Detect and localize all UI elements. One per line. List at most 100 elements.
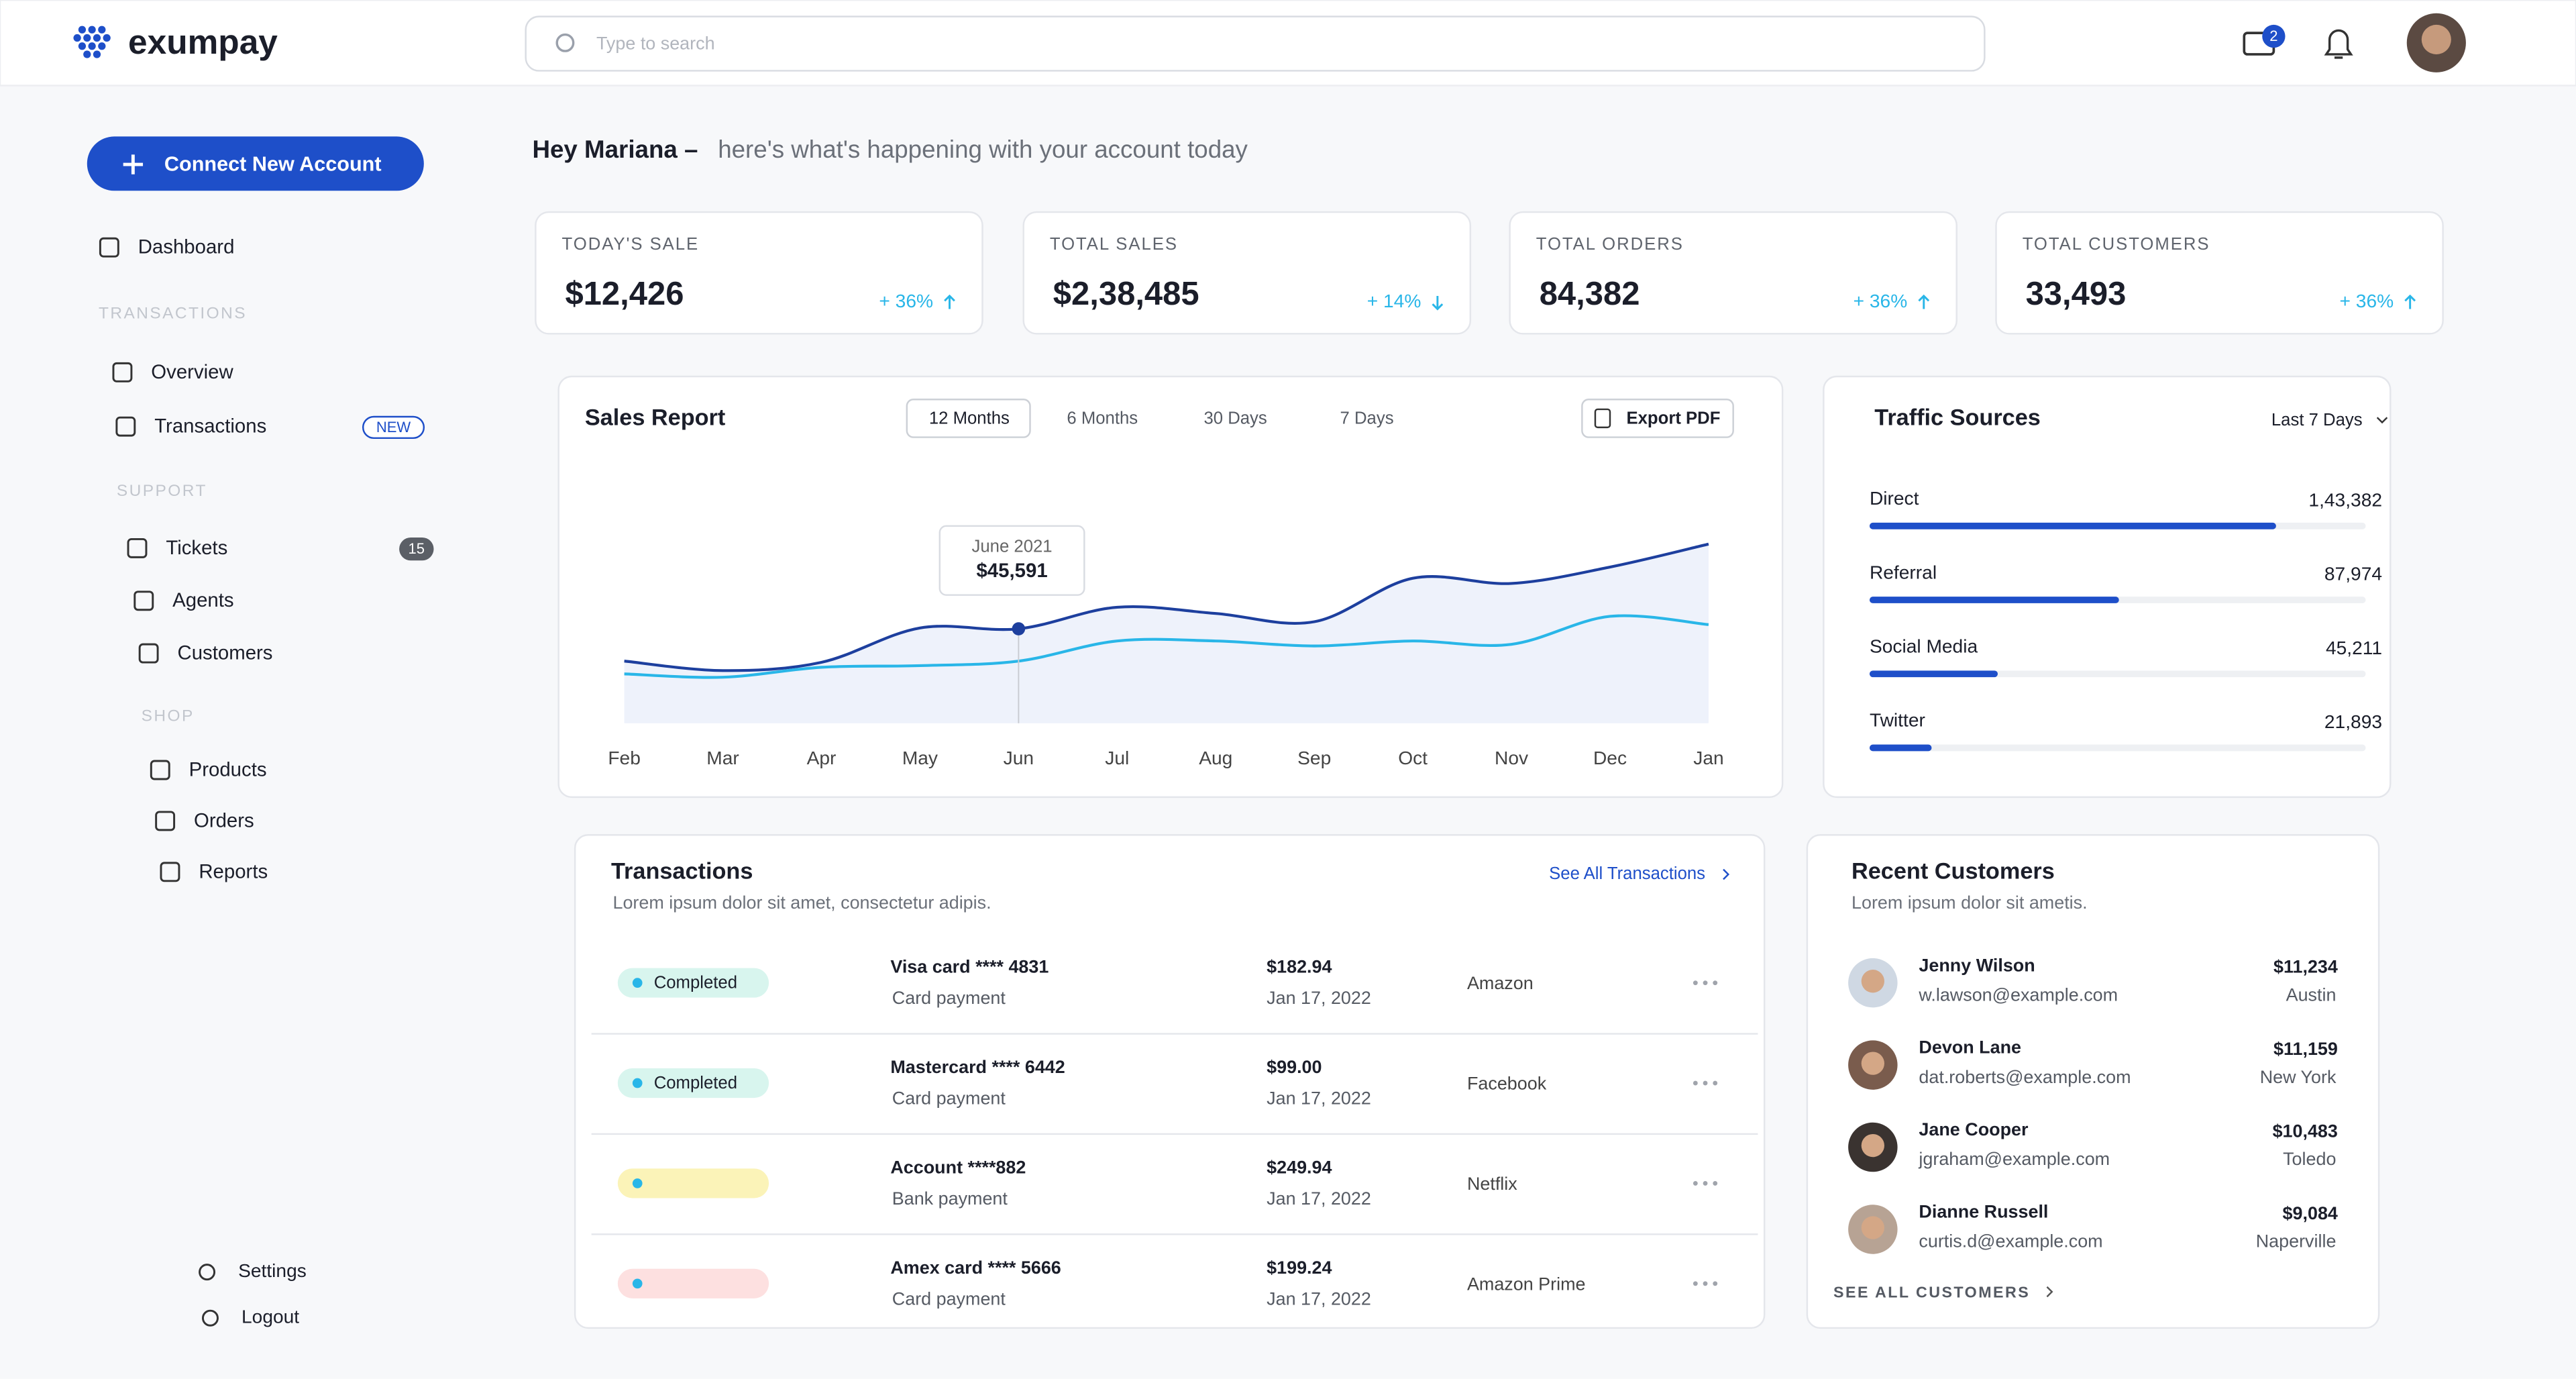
customer-face — [1861, 1216, 1884, 1239]
line — [624, 614, 1709, 679]
bar — [1869, 670, 1998, 678]
greeting-name: Hey Mariana – — [532, 136, 698, 163]
customer-face — [1861, 970, 1884, 993]
payment-method: Card payment — [892, 988, 1006, 1008]
source-value: 21,893 — [2324, 711, 2382, 732]
status-dot — [632, 1078, 643, 1088]
bar — [1869, 522, 2276, 529]
stat-value: 84,382 — [1540, 276, 1640, 312]
logo-dot — [93, 50, 101, 58]
see-all-link[interactable]: See All Transactions — [1549, 864, 1705, 883]
period-tab[interactable]: 30 Days — [1203, 409, 1267, 427]
logo-dot — [78, 25, 87, 34]
mail-badge: 2 — [2269, 28, 2277, 44]
bottom-nav-item[interactable]: Settings — [238, 1260, 307, 1281]
more-dot — [1693, 1281, 1698, 1286]
bottom-nav-item[interactable]: Logout — [241, 1307, 299, 1327]
customer-email: dat.roberts@example.com — [1919, 1067, 2131, 1087]
more-dot — [1713, 980, 1718, 986]
amount: $249.94 — [1267, 1157, 1332, 1177]
customer-name: Devon Lane — [1919, 1037, 2021, 1058]
nav-icon — [160, 862, 180, 882]
amount: $182.94 — [1267, 957, 1332, 977]
search-placeholder: Type to search — [596, 33, 715, 53]
nav-item[interactable]: Customers — [177, 642, 272, 664]
bell-icon[interactable] — [2324, 29, 2353, 59]
more-dot — [1713, 1180, 1718, 1186]
card-name: Mastercard **** 6442 — [890, 1057, 1065, 1077]
bottom-icon — [201, 1309, 219, 1327]
trend-arrow — [944, 294, 955, 309]
x-tick-label: May — [902, 748, 938, 768]
nav-item[interactable]: Dashboard — [138, 236, 235, 258]
status-dot — [632, 978, 643, 988]
customer-city: New York — [2260, 1067, 2337, 1087]
nav-item[interactable]: Agents — [172, 589, 233, 611]
chevron — [2376, 417, 2388, 424]
logo-dot — [103, 34, 111, 42]
more-dot — [1713, 1281, 1718, 1286]
stat-change: + 14% — [1367, 291, 1421, 311]
payment-method: Card payment — [892, 1288, 1006, 1309]
tooltip-label: June 2021 — [972, 537, 1053, 556]
tab-active — [906, 399, 1031, 438]
card — [1995, 211, 2444, 335]
amount: $99.00 — [1267, 1057, 1322, 1077]
logo-dot — [98, 42, 106, 50]
nav-item[interactable]: Tickets — [166, 537, 227, 559]
card — [535, 211, 983, 335]
period-tab[interactable]: 6 Months — [1067, 409, 1138, 427]
merchant: Amazon Prime — [1467, 1274, 1586, 1294]
link-chevron — [2046, 1286, 2053, 1298]
traffic-title: Traffic Sources — [1874, 405, 2041, 431]
nav-icon — [127, 538, 148, 558]
merchant: Facebook — [1467, 1074, 1547, 1094]
source-value: 1,43,382 — [2308, 490, 2382, 511]
payment-method: Card payment — [892, 1088, 1006, 1109]
more-dot — [1703, 980, 1708, 986]
x-tick-label: Jul — [1105, 748, 1129, 768]
customer-name: Dianne Russell — [1919, 1202, 2048, 1222]
export-icon — [1594, 408, 1611, 429]
nav-item[interactable]: Products — [189, 758, 267, 780]
nav-item[interactable]: Overview — [151, 361, 233, 383]
trend-arrow — [1432, 295, 1444, 311]
more-dot — [1693, 1180, 1698, 1186]
period-tab[interactable]: 7 Days — [1340, 409, 1394, 427]
nav-item[interactable]: Reports — [199, 860, 268, 882]
x-tick-label: Oct — [1398, 748, 1428, 768]
period-select[interactable]: Last 7 Days — [2271, 411, 2363, 429]
see-all-customers[interactable]: SEE ALL CUSTOMERS — [1833, 1284, 2030, 1301]
card — [1022, 211, 1472, 335]
x-tick-label: Jun — [1004, 748, 1034, 768]
search-box[interactable] — [525, 15, 1986, 72]
nav-item[interactable]: Transactions — [154, 415, 266, 438]
area — [624, 544, 1709, 723]
nav-icon — [115, 416, 136, 437]
status-pill — [617, 968, 769, 998]
customer-name: Jane Cooper — [1919, 1119, 2029, 1139]
customer-amount: $11,159 — [2273, 1039, 2338, 1059]
export-button[interactable] — [1581, 399, 1734, 438]
source-label: Social Media — [1870, 635, 1978, 656]
line — [624, 542, 1709, 672]
customer-amount: $10,483 — [2273, 1121, 2338, 1141]
source-label: Direct — [1870, 488, 1919, 509]
more-dot — [1693, 980, 1698, 986]
source-value: 87,974 — [2324, 564, 2382, 584]
connect-button[interactable] — [87, 136, 424, 191]
customer-city: Naperville — [2256, 1231, 2337, 1252]
bar — [1869, 744, 1932, 752]
stat-label: TOTAL CUSTOMERS — [2023, 235, 2210, 254]
nav-item[interactable]: Orders — [194, 809, 254, 831]
card-name: Account ****882 — [890, 1157, 1026, 1177]
logo-dot — [88, 42, 96, 50]
logo: exumpay — [128, 22, 278, 61]
trend-arrow — [2404, 294, 2416, 309]
nav-icon — [133, 591, 154, 611]
period-tab[interactable]: 12 Months — [929, 409, 1010, 427]
plus-icon — [123, 154, 144, 174]
greeting-text: here's what's happening with your accoun… — [718, 136, 1248, 163]
